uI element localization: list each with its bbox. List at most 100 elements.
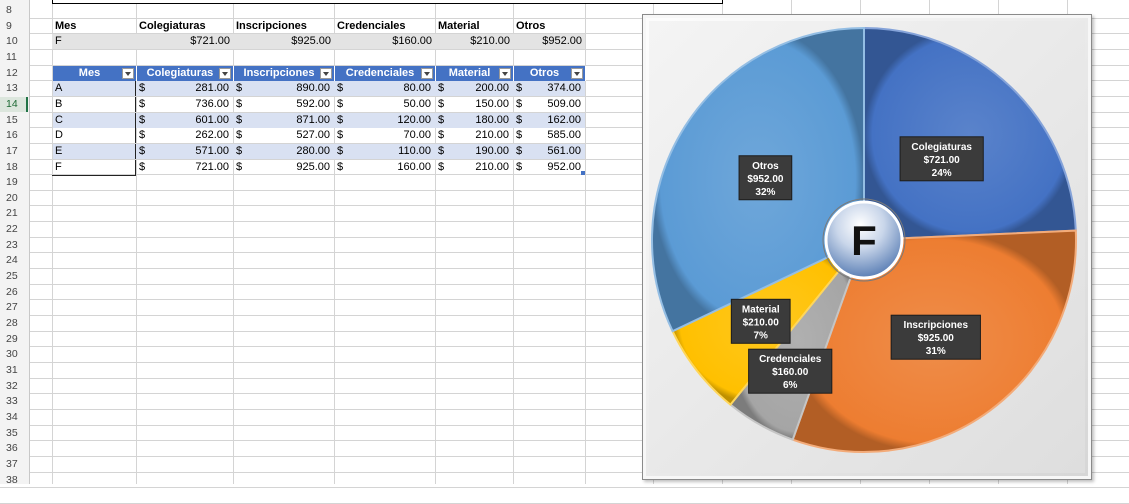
currency-symbol[interactable]: $: [337, 82, 344, 94]
row-number-24[interactable]: 24: [6, 254, 18, 266]
table-cell-value[interactable]: 190.00: [475, 145, 509, 157]
row-number-21[interactable]: 21: [6, 207, 18, 219]
currency-symbol[interactable]: $: [516, 145, 523, 157]
table-cell-value[interactable]: 210.00: [475, 161, 509, 173]
filter-dropdown-icon[interactable]: [219, 68, 231, 79]
summary-header-colegiaturas[interactable]: Colegiaturas: [139, 20, 206, 32]
row-number-12[interactable]: 12: [6, 67, 18, 79]
currency-symbol[interactable]: $: [516, 114, 523, 126]
row-number-27[interactable]: 27: [6, 301, 18, 313]
currency-symbol[interactable]: $: [438, 98, 445, 110]
row-number-22[interactable]: 22: [6, 223, 18, 235]
table-header-material[interactable]: Material: [436, 66, 514, 81]
table-cell-value[interactable]: 527.00: [296, 129, 330, 141]
row-number-31[interactable]: 31: [6, 364, 18, 376]
filter-dropdown-icon[interactable]: [122, 68, 134, 79]
table-cell-value[interactable]: 871.00: [296, 114, 330, 126]
table-cell-value[interactable]: 120.00: [397, 114, 431, 126]
row-number-38[interactable]: 38: [6, 474, 18, 486]
row-number-26[interactable]: 26: [6, 286, 18, 298]
currency-symbol[interactable]: $: [438, 82, 445, 94]
currency-symbol[interactable]: $: [337, 161, 344, 173]
row-number-36[interactable]: 36: [6, 442, 18, 454]
table-cell-value[interactable]: 890.00: [296, 82, 330, 94]
row-number-14[interactable]: 14: [0, 97, 28, 112]
row-number-29[interactable]: 29: [6, 333, 18, 345]
currency-symbol[interactable]: $: [438, 145, 445, 157]
currency-symbol[interactable]: $: [139, 161, 146, 173]
table-cell-value[interactable]: 150.00: [475, 98, 509, 110]
summary-header-credenciales[interactable]: Credenciales: [337, 20, 406, 32]
summary-value-cell[interactable]: $210.00: [470, 35, 510, 47]
currency-symbol[interactable]: $: [139, 129, 146, 141]
table-resize-handle[interactable]: [581, 171, 585, 175]
currency-symbol[interactable]: $: [438, 161, 445, 173]
summary-value-cell[interactable]: $925.00: [291, 35, 331, 47]
table-cell-value[interactable]: 571.00: [195, 145, 229, 157]
table-cell-mes[interactable]: B: [52, 97, 136, 112]
table-cell-value[interactable]: 80.00: [403, 82, 431, 94]
currency-symbol[interactable]: $: [337, 98, 344, 110]
currency-symbol[interactable]: $: [139, 98, 146, 110]
filter-dropdown-icon[interactable]: [421, 68, 433, 79]
row-number-37[interactable]: 37: [6, 458, 18, 470]
table-cell-value[interactable]: 50.00: [403, 98, 431, 110]
row-number-15[interactable]: 15: [6, 114, 18, 126]
row-number-17[interactable]: 17: [6, 145, 18, 157]
table-cell-value[interactable]: 200.00: [475, 82, 509, 94]
row-number-33[interactable]: 33: [6, 395, 18, 407]
row-number-13[interactable]: 13: [6, 82, 18, 94]
currency-symbol[interactable]: $: [337, 145, 344, 157]
row-number-34[interactable]: 34: [6, 411, 18, 423]
currency-symbol[interactable]: $: [236, 98, 243, 110]
currency-symbol[interactable]: $: [337, 114, 344, 126]
row-number-23[interactable]: 23: [6, 239, 18, 251]
currency-symbol[interactable]: $: [516, 129, 523, 141]
summary-header-material[interactable]: Material: [438, 20, 480, 32]
table-cell-mes[interactable]: D: [52, 128, 136, 143]
row-number-30[interactable]: 30: [6, 348, 18, 360]
table-cell-value[interactable]: 280.00: [296, 145, 330, 157]
row-number-18[interactable]: 18: [6, 161, 18, 173]
summary-header-otros[interactable]: Otros: [516, 20, 546, 32]
table-cell-value[interactable]: 374.00: [547, 82, 581, 94]
table-cell-value[interactable]: 721.00: [195, 161, 229, 173]
table-cell-mes[interactable]: C: [52, 113, 136, 128]
currency-symbol[interactable]: $: [438, 114, 445, 126]
summary-value-cell[interactable]: $160.00: [392, 35, 432, 47]
row-number-28[interactable]: 28: [6, 317, 18, 329]
table-cell-value[interactable]: 585.00: [547, 129, 581, 141]
filter-dropdown-icon[interactable]: [320, 68, 332, 79]
currency-symbol[interactable]: $: [236, 129, 243, 141]
currency-symbol[interactable]: $: [516, 161, 523, 173]
currency-symbol[interactable]: $: [139, 82, 146, 94]
table-cell-mes[interactable]: A: [52, 81, 136, 96]
filter-dropdown-icon[interactable]: [571, 68, 583, 79]
row-number-19[interactable]: 19: [6, 176, 18, 188]
currency-symbol[interactable]: $: [236, 114, 243, 126]
currency-symbol[interactable]: $: [139, 114, 146, 126]
currency-symbol[interactable]: $: [438, 129, 445, 141]
pie-chart-frame[interactable]: [642, 14, 1092, 480]
filter-dropdown-icon[interactable]: [499, 68, 511, 79]
table-cell-value[interactable]: 601.00: [195, 114, 229, 126]
table-cell-mes[interactable]: F: [52, 160, 136, 175]
summary-value-cell[interactable]: $952.00: [542, 35, 582, 47]
table-cell-value[interactable]: 561.00: [547, 145, 581, 157]
table-cell-value[interactable]: 180.00: [475, 114, 509, 126]
summary-value-cell[interactable]: $721.00: [190, 35, 230, 47]
table-header-mes[interactable]: Mes: [53, 66, 137, 81]
table-cell-value[interactable]: 160.00: [397, 161, 431, 173]
row-number-35[interactable]: 35: [6, 427, 18, 439]
table-header-colegiaturas[interactable]: Colegiaturas: [137, 66, 234, 81]
summary-value-cell[interactable]: F: [55, 35, 62, 47]
table-cell-value[interactable]: 925.00: [296, 161, 330, 173]
currency-symbol[interactable]: $: [337, 129, 344, 141]
row-number-25[interactable]: 25: [6, 270, 18, 282]
currency-symbol[interactable]: $: [236, 145, 243, 157]
row-number-8[interactable]: 8: [6, 4, 12, 16]
currency-symbol[interactable]: $: [139, 145, 146, 157]
row-number-32[interactable]: 32: [6, 380, 18, 392]
row-number-11[interactable]: 11: [6, 51, 17, 63]
table-header-otros[interactable]: Otros: [514, 66, 586, 81]
